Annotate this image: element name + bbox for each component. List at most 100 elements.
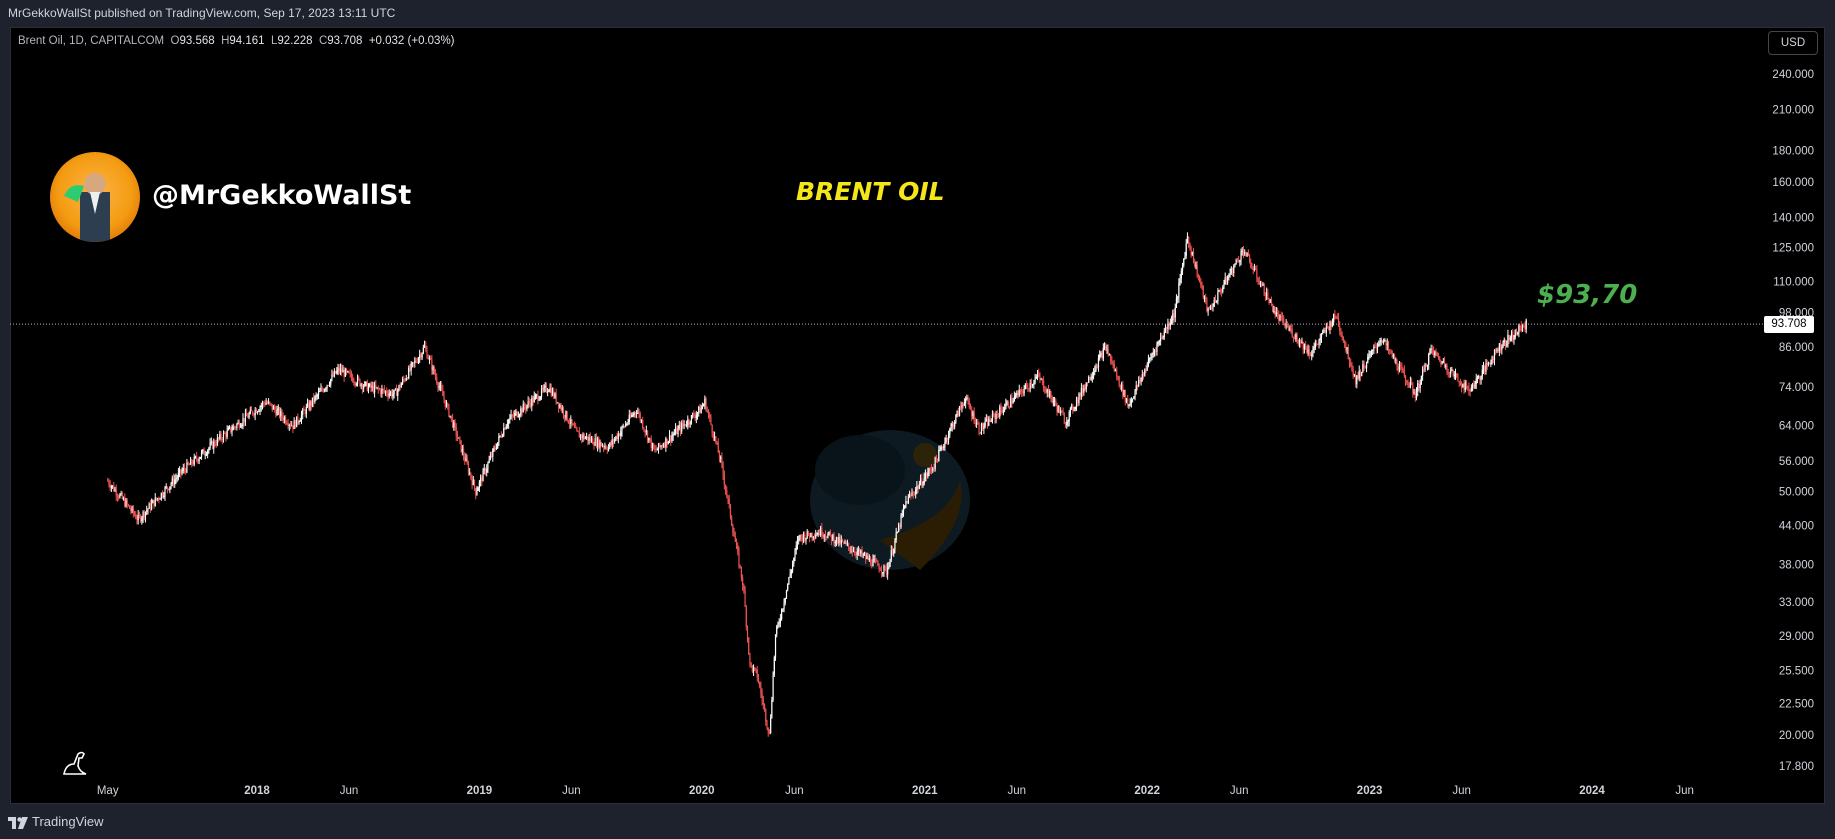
candle-body [1364,367,1366,369]
candle-body [352,377,354,382]
candle-body [299,420,301,422]
candle-body [1186,236,1189,244]
candle-body [607,447,610,451]
candle-body [932,468,934,471]
candle-body [807,531,810,536]
candle-body [317,391,320,396]
candle-body [475,487,477,495]
candle-body [1051,397,1053,402]
chart-frame[interactable] [10,27,1825,804]
candle-body [1467,386,1469,388]
candle-body [622,426,624,428]
candle-body [1130,399,1132,404]
candle-body [281,411,283,417]
candle-body [1290,328,1292,330]
close-label: C [318,35,328,47]
candle-body [165,486,167,488]
candle-body [1292,336,1295,339]
candle-body [187,462,189,465]
candle-body [271,404,273,410]
candle-body [820,527,822,535]
currency-button[interactable]: USD [1768,31,1818,55]
candle-body [498,436,500,443]
candle-body [1208,308,1210,310]
candle-body [504,428,506,430]
candle-body [682,423,684,426]
candle-body [1318,340,1320,344]
x-tick-label: 2018 [244,785,270,797]
candle-body [701,406,704,409]
candle-body [198,458,200,462]
candle-body [348,371,350,374]
candle-body [304,410,306,415]
candle-body [422,347,424,354]
candle-body [196,456,198,460]
candle-body [1184,255,1186,259]
candle-body [1246,252,1248,257]
candle-body [166,486,169,489]
candle-body [1016,392,1018,396]
candle-body [1319,337,1321,341]
candle-body [1163,331,1165,338]
candle-body [1524,326,1526,330]
candle-body [712,432,714,439]
candle-body [176,477,178,479]
candle-body [1384,340,1386,342]
candle-body [1372,349,1374,351]
candle-body [888,566,890,568]
candle-body [470,472,472,479]
candle-body [1462,384,1464,388]
candle-body [720,456,722,459]
footer[interactable]: TradingView [8,812,104,832]
candle-body [193,456,195,465]
candle-body [1324,330,1326,333]
candle-body [728,499,730,505]
candle-body [419,354,421,359]
candle-body [1040,379,1042,381]
y-tick-label: 180.000 [1772,146,1814,158]
candle-body [1078,393,1080,403]
candle-body [386,391,388,395]
candle-body [200,452,203,457]
candle-body [1122,384,1124,396]
candle-body [526,405,528,409]
candle-body [1261,284,1263,286]
candle-body [1064,423,1067,426]
candle-body [828,531,830,535]
open-value: 93.568 [179,35,215,47]
candle-body [851,550,853,552]
candle-body [267,401,270,404]
candle-body [259,406,261,411]
candle-body [314,396,316,402]
candle-body [232,426,234,431]
candle-body [158,498,160,500]
candle-body [1342,336,1345,342]
candle-body [1365,362,1368,369]
candle-body [171,478,173,484]
candle-body [810,533,812,538]
candle-body [620,431,622,436]
candle-body [848,543,850,548]
y-tick-label: 125.000 [1772,243,1814,255]
candle-body [1331,322,1334,327]
candle-body [331,374,333,380]
candle-body [1092,372,1095,377]
candle-body [1287,326,1290,330]
candle-body [1337,317,1340,327]
candle-body [456,435,459,438]
candle-body [941,446,944,448]
candle-body [243,418,245,422]
candle-body [1313,347,1315,350]
candle-body [278,408,281,417]
candle-body [1025,384,1028,386]
candle-body [247,416,249,418]
candle-body [655,449,657,451]
candle-body [576,427,578,431]
candle-body [1376,345,1379,349]
candle-body [1189,243,1191,248]
candle-body [397,389,399,396]
candle-body [1252,268,1254,270]
candle-body [545,385,548,392]
symbol-label[interactable]: Brent Oil, 1D, CAPITALCOM [18,35,165,47]
